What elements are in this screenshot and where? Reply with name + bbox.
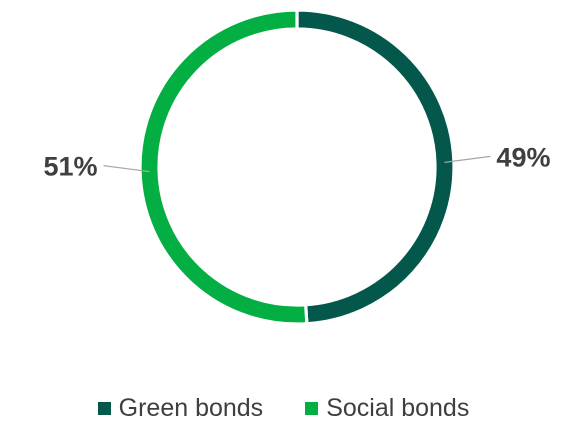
leader-lines: [103, 155, 491, 173]
data-label-social-bonds: 51%: [44, 152, 98, 182]
legend: Green bonds Social bonds: [0, 394, 567, 423]
leader-line-green-bonds: [444, 155, 491, 163]
legend-swatch-social-bonds: [305, 402, 319, 415]
slice-green-bonds[interactable]: [295, 8, 456, 326]
legend-item-social-bonds[interactable]: Social bonds: [305, 394, 469, 423]
data-label-green-bonds: 49%: [496, 142, 550, 172]
slice-social-bonds[interactable]: [138, 8, 309, 326]
legend-swatch-green-bonds: [97, 402, 111, 415]
legend-item-green-bonds[interactable]: Green bonds: [97, 394, 264, 423]
donut-slices: [138, 8, 456, 326]
leader-line-social-bonds: [103, 165, 150, 173]
legend-label-social-bonds: Social bonds: [326, 394, 470, 422]
legend-label-green-bonds: Green bonds: [118, 394, 264, 422]
data-labels: 49% 51%: [44, 142, 551, 181]
